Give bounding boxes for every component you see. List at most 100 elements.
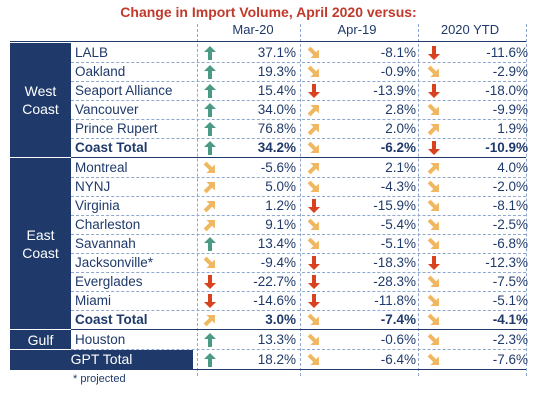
- table-row: NYNJ 5.0% -4.3% -2.0%: [71, 177, 528, 196]
- trend-arrow-icon: [306, 121, 322, 137]
- trend-arrow-icon: [202, 236, 218, 252]
- port-label: Oakland: [75, 64, 126, 79]
- value-cell: 1.2%: [265, 198, 296, 213]
- grand-total-row: 18.2% -6.4% -7.6%: [71, 350, 528, 369]
- port-label: Houston: [75, 332, 126, 347]
- trend-arrow-icon: [426, 255, 442, 271]
- value-cell: -4.1%: [492, 312, 528, 327]
- trend-arrow-icon: [202, 83, 218, 99]
- trend-arrow-icon: [202, 160, 218, 176]
- port-label: LALB: [75, 45, 109, 60]
- value-cell: 1.9%: [497, 121, 528, 136]
- row-divider: [71, 138, 526, 139]
- port-label: Prince Rupert: [75, 121, 158, 136]
- table-row: Vancouver 34.0% 2.8% -9.9%: [71, 100, 528, 119]
- trend-arrow-icon: [202, 140, 218, 156]
- value-cell: -12.3%: [485, 255, 528, 270]
- row-divider: [71, 234, 526, 235]
- trend-arrow-icon: [426, 274, 442, 290]
- table-row: Oakland 19.3% -0.9% -2.9%: [71, 62, 528, 81]
- port-label: Montreal: [75, 160, 128, 175]
- trend-arrow-icon: [426, 64, 442, 80]
- row-divider: [71, 62, 526, 63]
- row-divider: [71, 119, 526, 120]
- value-cell: 13.3%: [257, 332, 296, 347]
- value-cell: 9.1%: [265, 217, 296, 232]
- port-label: Seaport Alliance: [75, 83, 173, 98]
- table-row: Everglades -22.7% -28.3% -7.5%: [71, 272, 528, 291]
- trend-arrow-icon: [306, 102, 322, 118]
- value-cell: -2.3%: [492, 332, 528, 347]
- table-row: LALB 37.1% -8.1% -11.6%: [71, 43, 528, 62]
- trend-arrow-icon: [202, 352, 218, 368]
- row-divider: [71, 329, 526, 330]
- table-row: Virginia 1.2% -15.9% -8.1%: [71, 196, 528, 215]
- column-divider: [300, 24, 301, 376]
- port-label: Miami: [75, 293, 111, 308]
- trend-arrow-icon: [306, 293, 322, 309]
- value-cell: -4.3%: [380, 179, 416, 194]
- trend-arrow-icon: [306, 352, 322, 368]
- trend-arrow-icon: [306, 140, 322, 156]
- value-cell: -5.6%: [260, 160, 296, 175]
- table-row: Seaport Alliance 15.4% -13.9% -18.0%: [71, 81, 528, 100]
- grand-total-label: GPT Total: [10, 350, 193, 369]
- value-cell: -8.1%: [492, 198, 528, 213]
- port-label: Coast Total: [75, 140, 148, 155]
- trend-arrow-icon: [426, 102, 442, 118]
- value-cell: -6.4%: [380, 352, 416, 367]
- trend-arrow-icon: [426, 332, 442, 348]
- value-cell: 2.1%: [385, 160, 416, 175]
- column-header: 2020 YTD: [440, 22, 500, 37]
- total-row: Coast Total 34.2% -6.2% -10.9%: [71, 138, 528, 157]
- trend-arrow-icon: [306, 83, 322, 99]
- value-cell: -14.6%: [253, 293, 296, 308]
- trend-arrow-icon: [306, 236, 322, 252]
- trend-arrow-icon: [426, 198, 442, 214]
- trend-arrow-icon: [306, 45, 322, 61]
- trend-arrow-icon: [426, 217, 442, 233]
- value-cell: 34.2%: [257, 140, 296, 155]
- port-label: Coast Total: [75, 312, 148, 327]
- trend-arrow-icon: [426, 83, 442, 99]
- value-cell: -13.9%: [373, 83, 416, 98]
- trend-arrow-icon: [426, 121, 442, 137]
- column-divider: [418, 24, 419, 376]
- trend-arrow-icon: [202, 121, 218, 137]
- trend-arrow-icon: [202, 255, 218, 271]
- value-cell: 37.1%: [257, 45, 296, 60]
- trend-arrow-icon: [306, 160, 322, 176]
- trend-arrow-icon: [306, 274, 322, 290]
- value-cell: -9.4%: [260, 255, 296, 270]
- region-label: West Coast: [10, 43, 71, 157]
- value-cell: 13.4%: [257, 236, 296, 251]
- value-cell: 2.8%: [385, 102, 416, 117]
- value-cell: -9.9%: [492, 102, 528, 117]
- trend-arrow-icon: [426, 179, 442, 195]
- trend-arrow-icon: [202, 332, 218, 348]
- port-label: Vancouver: [75, 102, 139, 117]
- port-label: Savannah: [75, 236, 136, 251]
- port-label: Jacksonville*: [75, 255, 154, 270]
- value-cell: -6.2%: [380, 140, 416, 155]
- header-divider: [10, 41, 526, 42]
- trend-arrow-icon: [202, 198, 218, 214]
- trend-arrow-icon: [202, 45, 218, 61]
- value-cell: -10.9%: [485, 140, 528, 155]
- value-cell: -2.0%: [492, 179, 528, 194]
- value-cell: 4.0%: [497, 160, 528, 175]
- total-row: Coast Total 3.0% -7.4% -4.1%: [71, 310, 528, 329]
- value-cell: -22.7%: [253, 274, 296, 289]
- region-label: Gulf: [10, 330, 71, 349]
- trend-arrow-icon: [426, 352, 442, 368]
- trend-arrow-icon: [202, 274, 218, 290]
- port-label: Virginia: [75, 198, 120, 213]
- port-label: NYNJ: [75, 179, 111, 194]
- bottom-divider: [10, 369, 526, 370]
- row-divider: [71, 272, 526, 273]
- trend-arrow-icon: [202, 293, 218, 309]
- value-cell: -5.1%: [380, 236, 416, 251]
- value-cell: -7.4%: [380, 312, 416, 327]
- column-divider: [526, 24, 527, 376]
